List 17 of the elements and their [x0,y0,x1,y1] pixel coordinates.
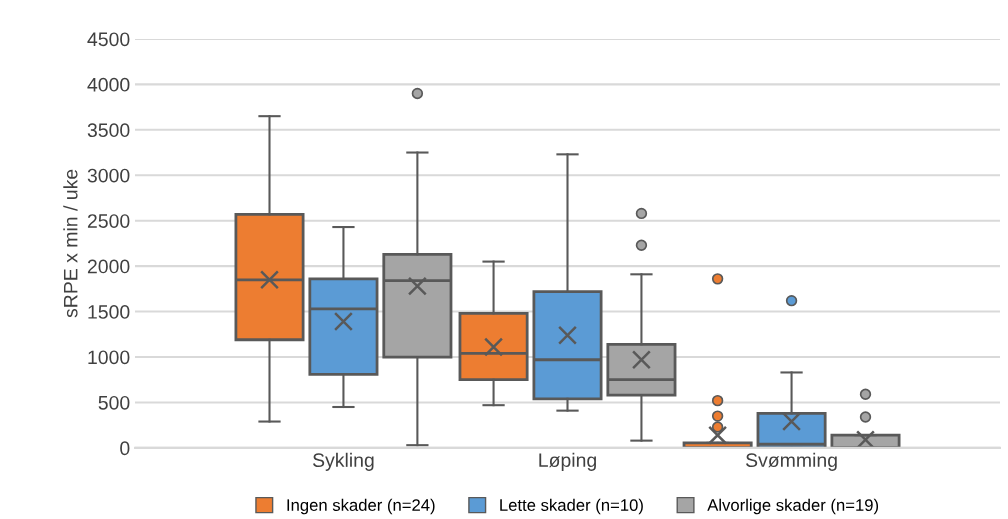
y-tick-label: 1500 [88,305,130,319]
y-tick-label: 3500 [87,123,130,138]
legend-label: Ingen skader (n=24) [287,498,435,515]
y-tick-label: 1000 [88,350,130,365]
y-tick-label: 3000 [87,168,130,183]
y-tick-label: 2000 [87,259,130,274]
x-tick-label: Sykling [312,452,374,471]
x-tick-label: Løping [539,452,596,471]
y-tick-label: 0 [120,441,130,456]
x-tick-label: Svømming [745,452,837,471]
legend-label: Alvorlige skader (n=19) [707,498,879,515]
y-tick-label: 4000 [87,77,130,92]
y-tick-label: 4500 [87,32,130,47]
y-axis-title: sRPE x min / uke [63,169,78,318]
y-tick-label: 500 [98,395,130,410]
legend-label: Lette skader (n=10) [500,498,643,515]
y-tick-label: 2500 [87,214,130,228]
